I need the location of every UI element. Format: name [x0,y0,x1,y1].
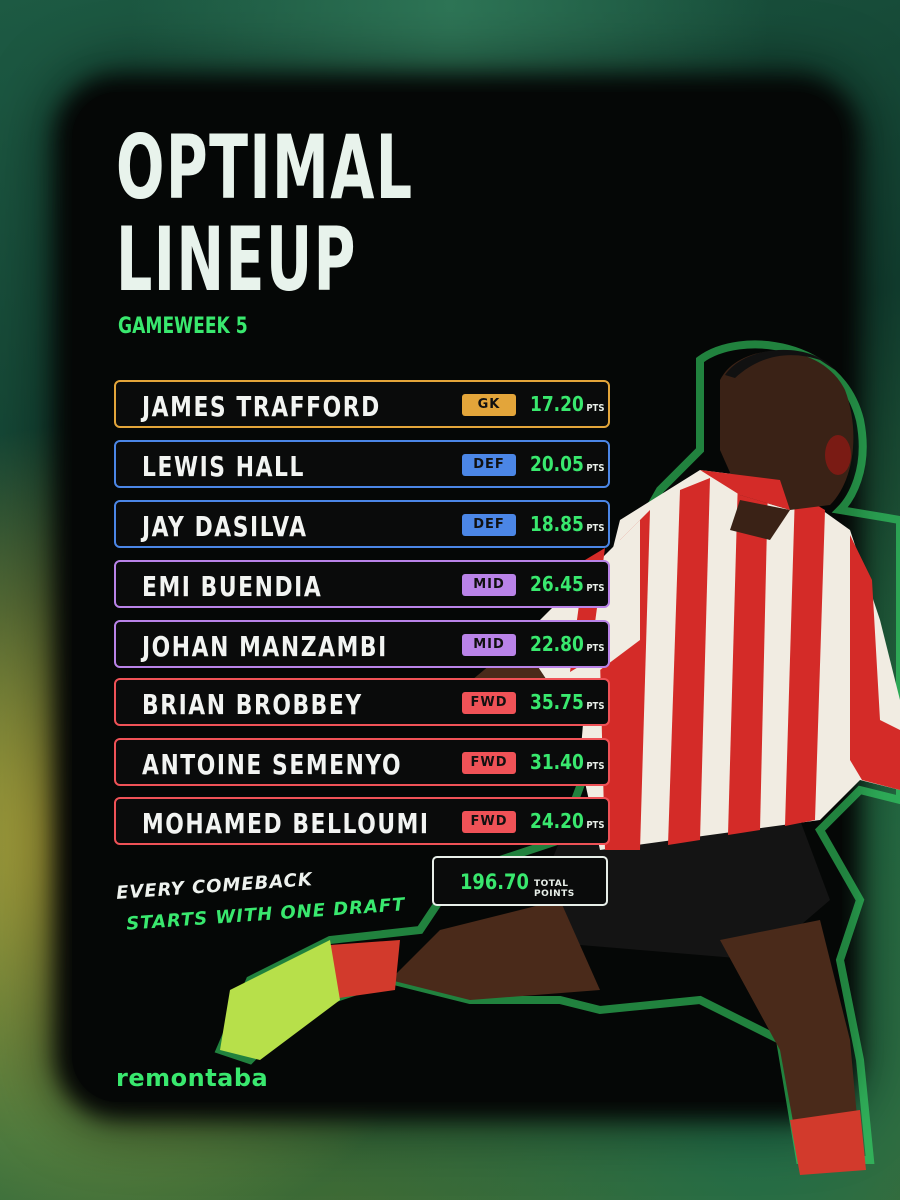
position-badge: DEF [462,514,516,536]
points-value: 17.20 [530,392,584,416]
player-name: JOHAN MANZAMBI [142,630,388,663]
points-unit: PTS [586,523,605,534]
player-points: 26.45 PTS [530,572,604,596]
position-badge: GK [462,394,516,416]
position-badge: FWD [462,811,516,833]
total-points-value: 196.70 [460,870,529,894]
lineup-row: MOHAMED BELLOUMI FWD 24.20 PTS [114,797,610,845]
lineup-row: ANTOINE SEMENYO FWD 31.40 PTS [114,738,610,786]
player-name: ANTOINE SEMENYO [142,748,403,781]
lineup-row: LEWIS HALL DEF 20.05 PTS [114,440,610,488]
lineup-row: JAMES TRAFFORD GK 17.20 PTS [114,380,610,428]
points-unit: PTS [586,583,605,594]
points-unit: PTS [586,643,605,654]
player-points: 20.05 PTS [530,452,604,476]
player-points: 35.75 PTS [530,690,604,714]
points-value: 35.75 [530,690,584,714]
title-line-1: OPTIMAL [116,116,414,219]
points-value: 24.20 [530,809,584,833]
points-unit: PTS [586,403,605,414]
points-unit: PTS [586,701,605,712]
title-line-2: LINEUP [116,208,357,311]
player-points: 18.85 PTS [530,512,604,536]
points-value: 18.85 [530,512,584,536]
points-value: 22.80 [530,632,584,656]
lineup-row: JOHAN MANZAMBI MID 22.80 PTS [114,620,610,668]
lineup-row: EMI BUENDIA MID 26.45 PTS [114,560,610,608]
brand-logo: remontaba [116,1064,269,1092]
player-points: 31.40 PTS [530,750,604,774]
position-badge: FWD [462,752,516,774]
lineup-row: JAY DASILVA DEF 18.85 PTS [114,500,610,548]
points-value: 26.45 [530,572,584,596]
player-name: JAMES TRAFFORD [142,390,381,423]
points-unit: PTS [586,761,605,772]
position-badge: MID [462,634,516,656]
player-name: JAY DASILVA [142,510,308,543]
points-value: 31.40 [530,750,584,774]
position-badge: MID [462,574,516,596]
page-title: OPTIMAL LINEUP [116,122,414,306]
total-points-box: 196.70 TOTAL POINTS [432,856,608,906]
player-points: 22.80 PTS [530,632,604,656]
player-name: BRIAN BROBBEY [142,688,363,721]
player-name: MOHAMED BELLOUMI [142,807,430,840]
points-unit: PTS [586,463,605,474]
lineup-row: BRIAN BROBBEY FWD 35.75 PTS [114,678,610,726]
points-value: 20.05 [530,452,584,476]
player-name: LEWIS HALL [142,450,306,483]
player-points: 24.20 PTS [530,809,604,833]
points-unit: PTS [586,820,605,831]
player-points: 17.20 PTS [530,392,604,416]
total-points-label: TOTAL POINTS [534,879,575,899]
gameweek-label: GAMEWEEK 5 [118,314,248,339]
player-name: EMI BUENDIA [142,570,323,603]
position-badge: DEF [462,454,516,476]
position-badge: FWD [462,692,516,714]
